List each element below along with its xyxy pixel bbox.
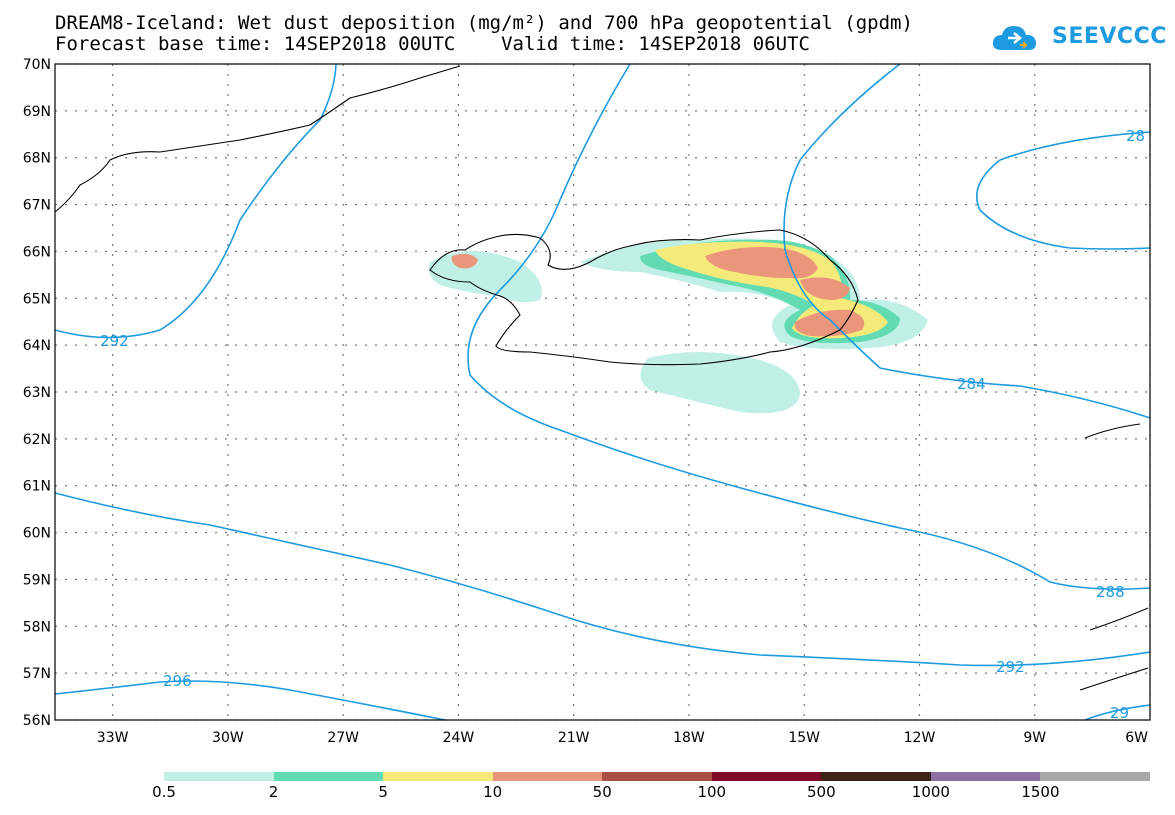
contour-28-closed [975,131,1151,250]
lon-tick-label: 24W [443,730,475,746]
coastlines [54,65,1149,691]
lon-tick-label: 30W [212,730,244,746]
contour-label-29: 29 [1110,704,1129,722]
legend-swatch [821,772,932,781]
lat-tick-label: 63N [23,385,51,401]
map-title: DREAM8-Iceland: Wet dust deposition (mg/… [55,12,913,34]
lat-tick-label: 59N [23,572,51,588]
legend-label: 100 [697,783,727,801]
lat-tick-label: 56N [23,713,51,729]
contour-29-corner [1084,704,1151,721]
lat-tick-label: 67N [23,198,51,214]
lon-tick-label: 21W [558,730,590,746]
lat-tick-label: 69N [23,104,51,120]
lat-tick-label: 65N [23,291,51,307]
legend-swatch [492,772,603,781]
legend-label: 50 [592,783,612,801]
legend-label: 1000 [911,783,950,801]
lat-tick-label: 64N [23,338,51,354]
geopotential-contours [54,63,1151,721]
iceland-coast [429,229,859,366]
graticule [55,63,1151,721]
lon-tick-label: 12W [904,730,936,746]
map-frame [54,63,1151,721]
lat-tick-label: 61N [23,479,51,495]
contour-label-296: 296 [163,672,192,690]
forecast-times: Forecast base time: 14SEP2018 00UTC Vali… [55,33,810,55]
logo-text: SEEVCCC [1052,24,1167,49]
cloud-icon [992,26,1037,50]
norway-coast [1079,423,1149,691]
contour-label-288: 288 [1096,583,1125,601]
contour-label-284: 284 [957,375,986,393]
legend-label: 2 [268,783,279,801]
dust-area-south [640,351,800,414]
legend-label: 5 [378,783,388,801]
lat-tick-label: 68N [23,151,51,167]
dust-area-ne-orange [800,277,850,300]
lon-tick-label: 18W [673,730,705,746]
greenland-coast [54,65,461,213]
dust-area-east-orange [794,309,865,337]
contour-label-292-west: 292 [100,332,129,350]
legend-swatch [273,772,384,781]
lat-tick-label: 57N [23,666,51,682]
contour-label-292-south: 292 [996,658,1025,676]
contour-label-28: 28 [1126,127,1145,145]
lat-tick-label: 60N [23,526,51,542]
legend-label: 0.5 [152,783,176,801]
map-plot: 70N 69N 68N 67N 66N 65N 64N 63N 62N 61N 60N 59N 58N 5… [23,57,1151,746]
lon-tick-label: 27W [327,730,359,746]
latitude-labels: 70N 69N 68N 67N 66N 65N 64N 63N 62N 61N 60N 59N 58N 5… [23,57,51,729]
dust-area-west [428,251,542,303]
legend-swatch [930,772,1041,781]
legend-label: 10 [483,783,503,801]
lon-tick-label: 9W [1023,730,1046,746]
dust-deposition-shading [428,238,928,414]
lat-tick-label: 66N [23,244,51,260]
legend-swatch [164,772,275,781]
lon-tick-label: 33W [97,730,129,746]
contour-296 [54,680,446,721]
legend-swatch [383,772,494,781]
legend-swatch [711,772,822,781]
legend-swatch [1040,772,1151,781]
legend-swatch [602,772,713,781]
longitude-labels: 33W 30W 27W 24W 21W 18W 15W 12W 9W 6W [97,730,1148,746]
dust-area-north-orange [705,247,818,279]
contour-292-south [54,492,1151,667]
lon-tick-label: 15W [788,730,820,746]
contour-center [467,63,1151,590]
lat-tick-label: 62N [23,432,51,448]
color-legend [164,772,1151,781]
legend-label: 500 [807,783,836,801]
contour-292-west [54,63,337,339]
lon-tick-label: 6W [1125,730,1148,746]
lat-tick-label: 70N [23,57,51,73]
dust-area-westfjords [451,253,478,269]
contour-284 [783,63,1151,419]
lat-tick-label: 58N [23,619,51,635]
legend-label: 1500 [1021,783,1060,801]
